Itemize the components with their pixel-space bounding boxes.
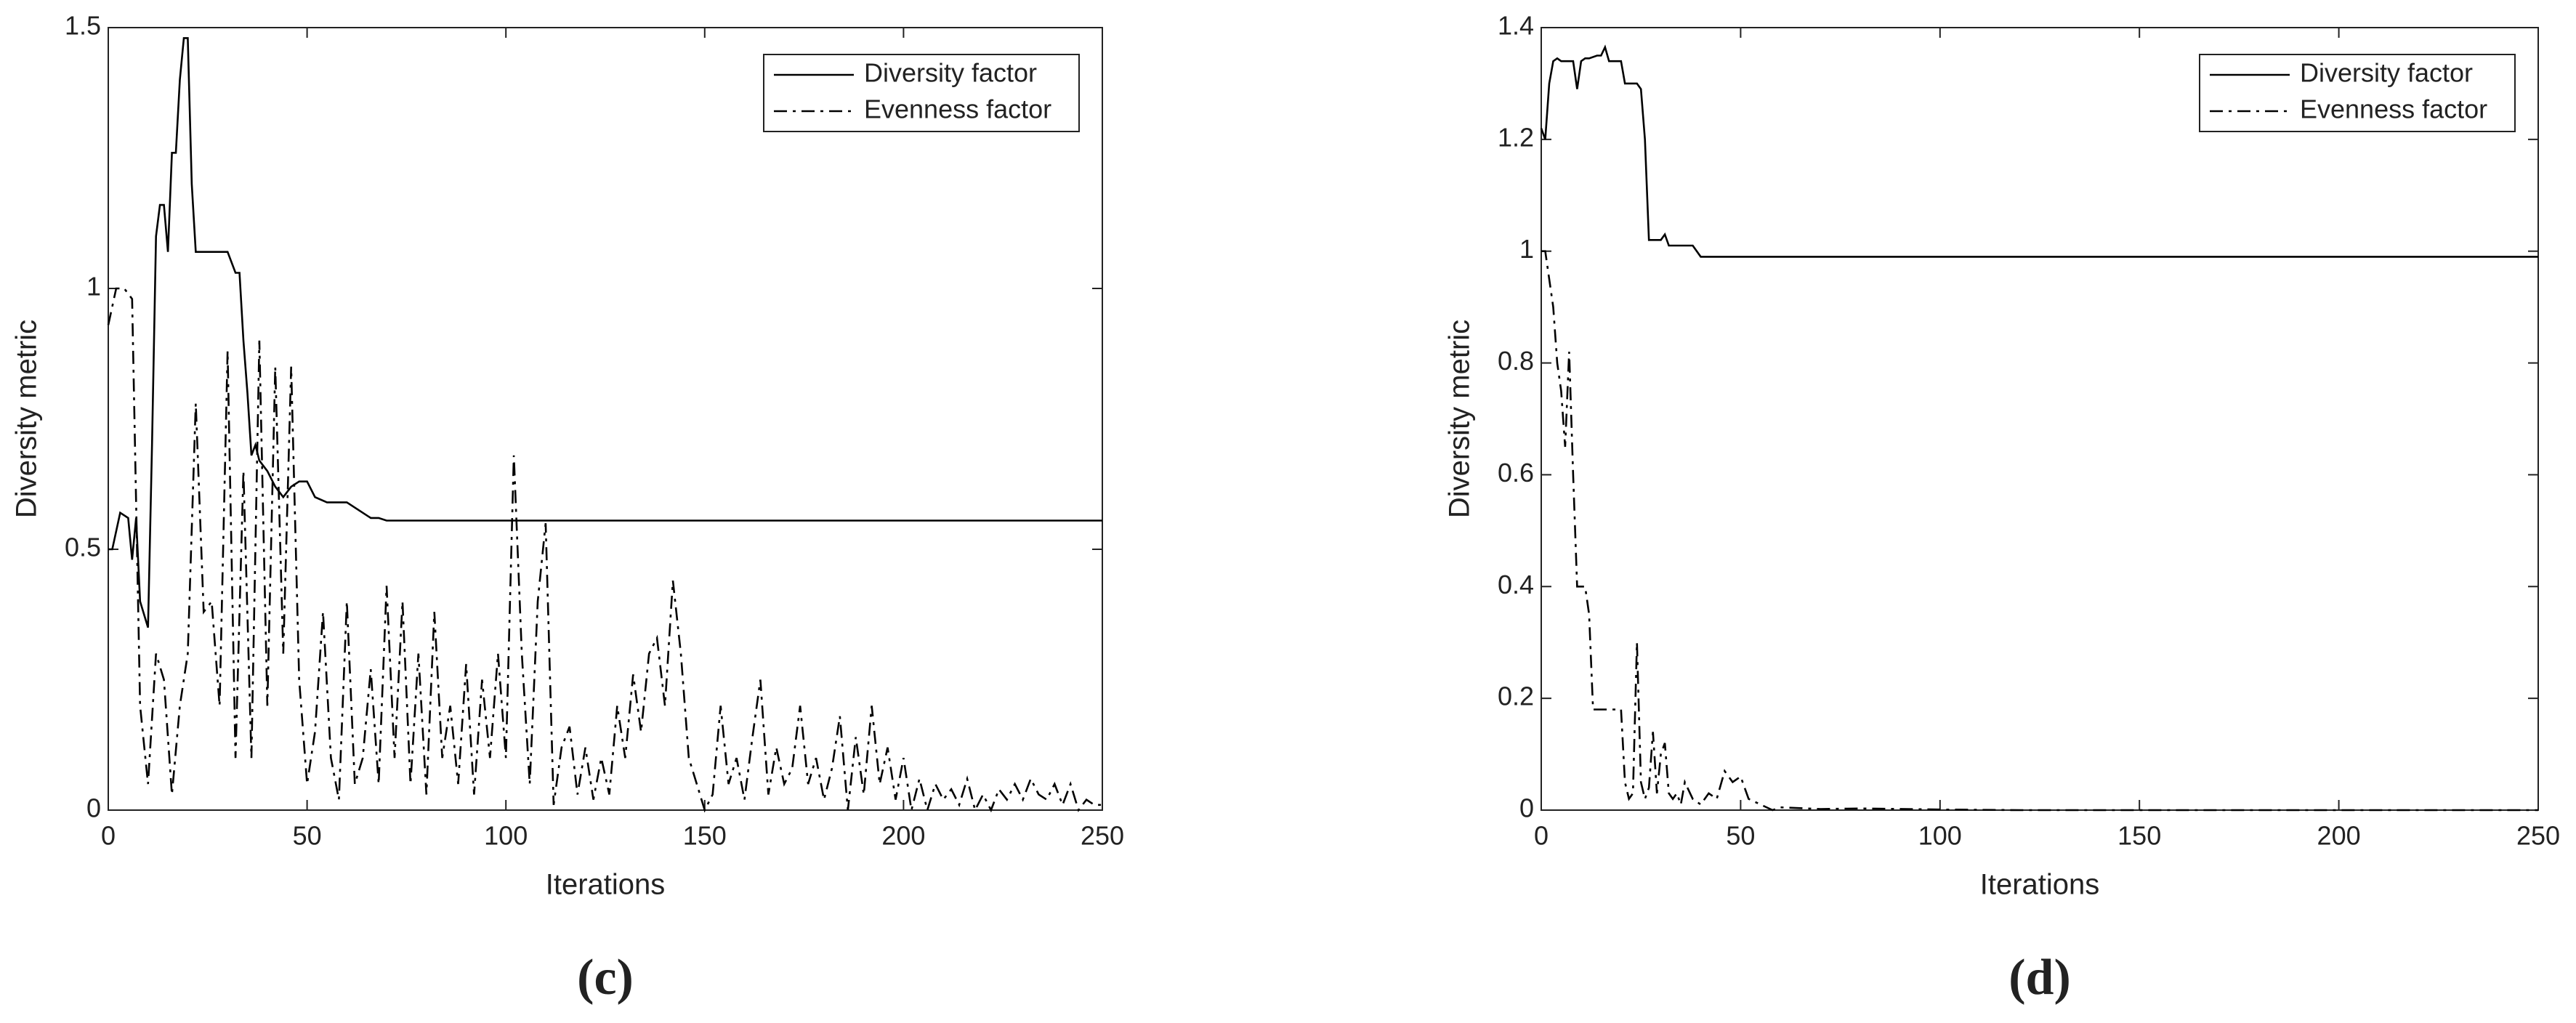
y-tick-label: 0.4 xyxy=(1498,570,1534,599)
caption: (d) xyxy=(2008,950,2071,1006)
data-line xyxy=(1540,44,2538,258)
y-axis-label: Diversity metric xyxy=(11,320,43,518)
y-tick-label: 0.5 xyxy=(65,533,101,562)
data-line xyxy=(1541,250,2538,812)
x-tick-label: 50 xyxy=(293,821,322,851)
legend-label: Evenness factor xyxy=(2300,94,2487,124)
caption: (c) xyxy=(577,950,634,1006)
data-line xyxy=(108,37,1102,628)
legend-label: Evenness factor xyxy=(864,94,1051,124)
legend-label: Diversity factor xyxy=(2300,58,2473,88)
plot-frame xyxy=(108,27,1103,811)
x-tick-label: 150 xyxy=(683,821,727,851)
y-tick-label: 0.6 xyxy=(1498,458,1534,488)
y-tick-label: 1 xyxy=(1519,234,1534,264)
y-tick-label: 1 xyxy=(86,272,101,302)
x-tick-label: 100 xyxy=(484,821,528,851)
x-tick-label: 200 xyxy=(881,821,925,851)
y-tick-label: 0.2 xyxy=(1498,682,1534,711)
data-line xyxy=(107,287,1102,814)
x-tick-label: 0 xyxy=(1534,821,1549,851)
legend-label: Diversity factor xyxy=(864,58,1037,88)
y-tick-label: 1.5 xyxy=(65,11,101,41)
y-axis-label: Diversity metric xyxy=(1444,320,1476,518)
legend-box xyxy=(763,54,1080,132)
y-tick-label: 0 xyxy=(1519,793,1534,823)
x-tick-label: 150 xyxy=(2117,821,2161,851)
x-tick-label: 250 xyxy=(1081,821,1124,851)
x-tick-label: 250 xyxy=(2516,821,2560,851)
y-tick-label: 0.8 xyxy=(1498,346,1534,376)
x-axis-label: Iterations xyxy=(546,869,666,901)
x-tick-label: 50 xyxy=(1726,821,1755,851)
x-axis-label: Iterations xyxy=(1980,869,2100,901)
x-tick-label: 0 xyxy=(101,821,116,851)
plot-frame xyxy=(1541,27,2539,811)
legend-box xyxy=(2199,54,2516,132)
y-tick-label: 1.2 xyxy=(1498,122,1534,152)
x-tick-label: 100 xyxy=(1918,821,1962,851)
y-tick-label: 1.4 xyxy=(1498,11,1534,41)
y-tick-label: 0 xyxy=(86,793,101,823)
x-tick-label: 200 xyxy=(2317,821,2361,851)
